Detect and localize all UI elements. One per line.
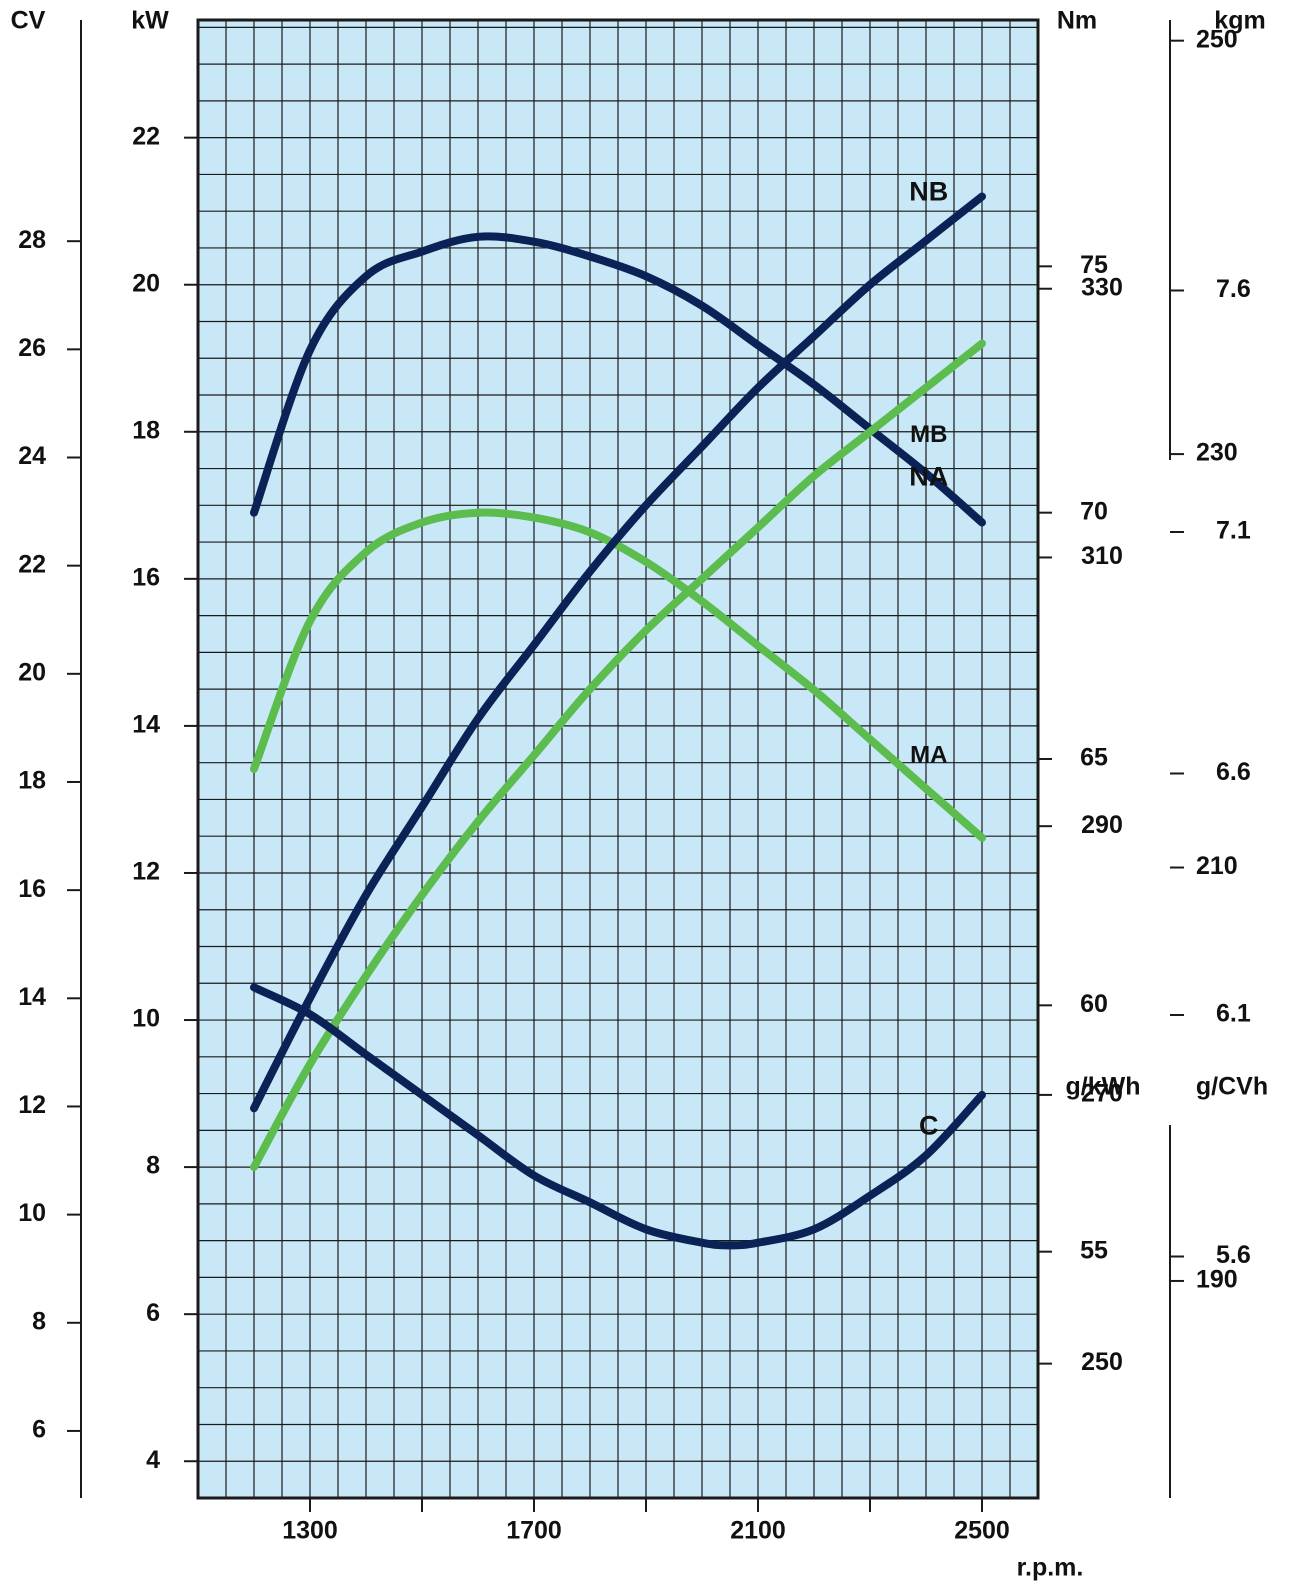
nm-tick-label: 60: [1080, 990, 1108, 1018]
kw-tick-label: 16: [132, 563, 160, 591]
cv-tick-label: 12: [18, 1091, 46, 1119]
series-line-nb: [250, 192, 986, 1113]
series-line-mb: [250, 232, 986, 527]
gkwh-tick-label: 310: [1081, 542, 1123, 570]
series-line-c: [250, 983, 986, 1250]
cv-tick-label: 20: [18, 658, 46, 686]
kw-tick-label: 20: [132, 269, 160, 297]
gkwh-tick-label: 290: [1081, 811, 1123, 839]
nm-tick-label: 70: [1080, 497, 1108, 525]
kw-tick-label: 12: [132, 858, 160, 886]
gcvh-tick-label: 190: [1196, 1266, 1238, 1294]
kgm-tick-label: 5.6: [1216, 1241, 1251, 1269]
gkwh-tick-label: 250: [1081, 1348, 1123, 1376]
x-tick-label: 1300: [282, 1517, 338, 1545]
nm-tick-label: 55: [1080, 1236, 1108, 1264]
x-tick-label: 2100: [730, 1517, 786, 1545]
kgm-tick-label: 7.1: [1216, 517, 1251, 545]
kw-tick-label: 10: [132, 1005, 160, 1033]
kgm-tick-label: 7.6: [1216, 275, 1251, 303]
x-tick-label: 1700: [506, 1517, 562, 1545]
gcvh-tick-label: 230: [1196, 439, 1238, 467]
gkwh-tick-label: 270: [1081, 1080, 1123, 1108]
cv-tick-label: 22: [18, 550, 46, 578]
cv-tick-label: 26: [18, 334, 46, 362]
kw-tick-label: 14: [132, 711, 160, 739]
gcvh-tick-label: 250: [1196, 25, 1238, 53]
gcvh-axis-label: g/CVh: [1196, 1073, 1268, 1101]
kw-tick-label: 22: [132, 122, 160, 150]
axes-group: [67, 20, 1184, 1512]
gkwh-axis-label: g/kWh: [1066, 1073, 1141, 1101]
cv-tick-label: 10: [18, 1199, 46, 1227]
series-label-na: NA: [909, 462, 948, 492]
series-label-nb: NB: [909, 177, 948, 207]
cv-tick-label: 6: [32, 1416, 46, 1444]
kw-tick-label: 4: [146, 1446, 160, 1474]
cv-axis-label: CV: [11, 7, 46, 35]
gcvh-tick-label: 210: [1196, 852, 1238, 880]
series-line-na: [250, 339, 986, 1172]
series-label-c: C: [919, 1110, 939, 1140]
series-group: [250, 192, 986, 1250]
kw-axis-label: kW: [131, 7, 169, 35]
kgm-axis-label: kgm: [1214, 7, 1265, 35]
nm-axis-label: Nm: [1057, 7, 1097, 35]
cv-tick-label: 28: [18, 226, 46, 254]
nm-tick-label: 75: [1080, 251, 1108, 279]
kgm-tick-label: 6.1: [1216, 1000, 1251, 1028]
x-tick-label: 2500: [954, 1517, 1010, 1545]
cv-tick-label: 18: [18, 767, 46, 795]
cv-tick-label: 14: [18, 983, 46, 1011]
gkwh-tick-label: 330: [1081, 273, 1123, 301]
cv-tick-label: 24: [18, 442, 46, 470]
series-label-mb: MB: [910, 421, 947, 448]
cv-tick-label: 8: [32, 1307, 46, 1335]
kgm-tick-label: 6.6: [1216, 758, 1251, 786]
nm-tick-label: 65: [1080, 744, 1108, 772]
series-label-ma: MA: [910, 741, 947, 768]
cv-tick-label: 16: [18, 875, 46, 903]
kw-tick-label: 6: [146, 1299, 160, 1327]
x-axis-label: r.p.m.: [1017, 1554, 1084, 1582]
kw-tick-label: 18: [132, 416, 160, 444]
kw-tick-label: 8: [146, 1152, 160, 1180]
plot-grid: [198, 20, 1038, 1498]
